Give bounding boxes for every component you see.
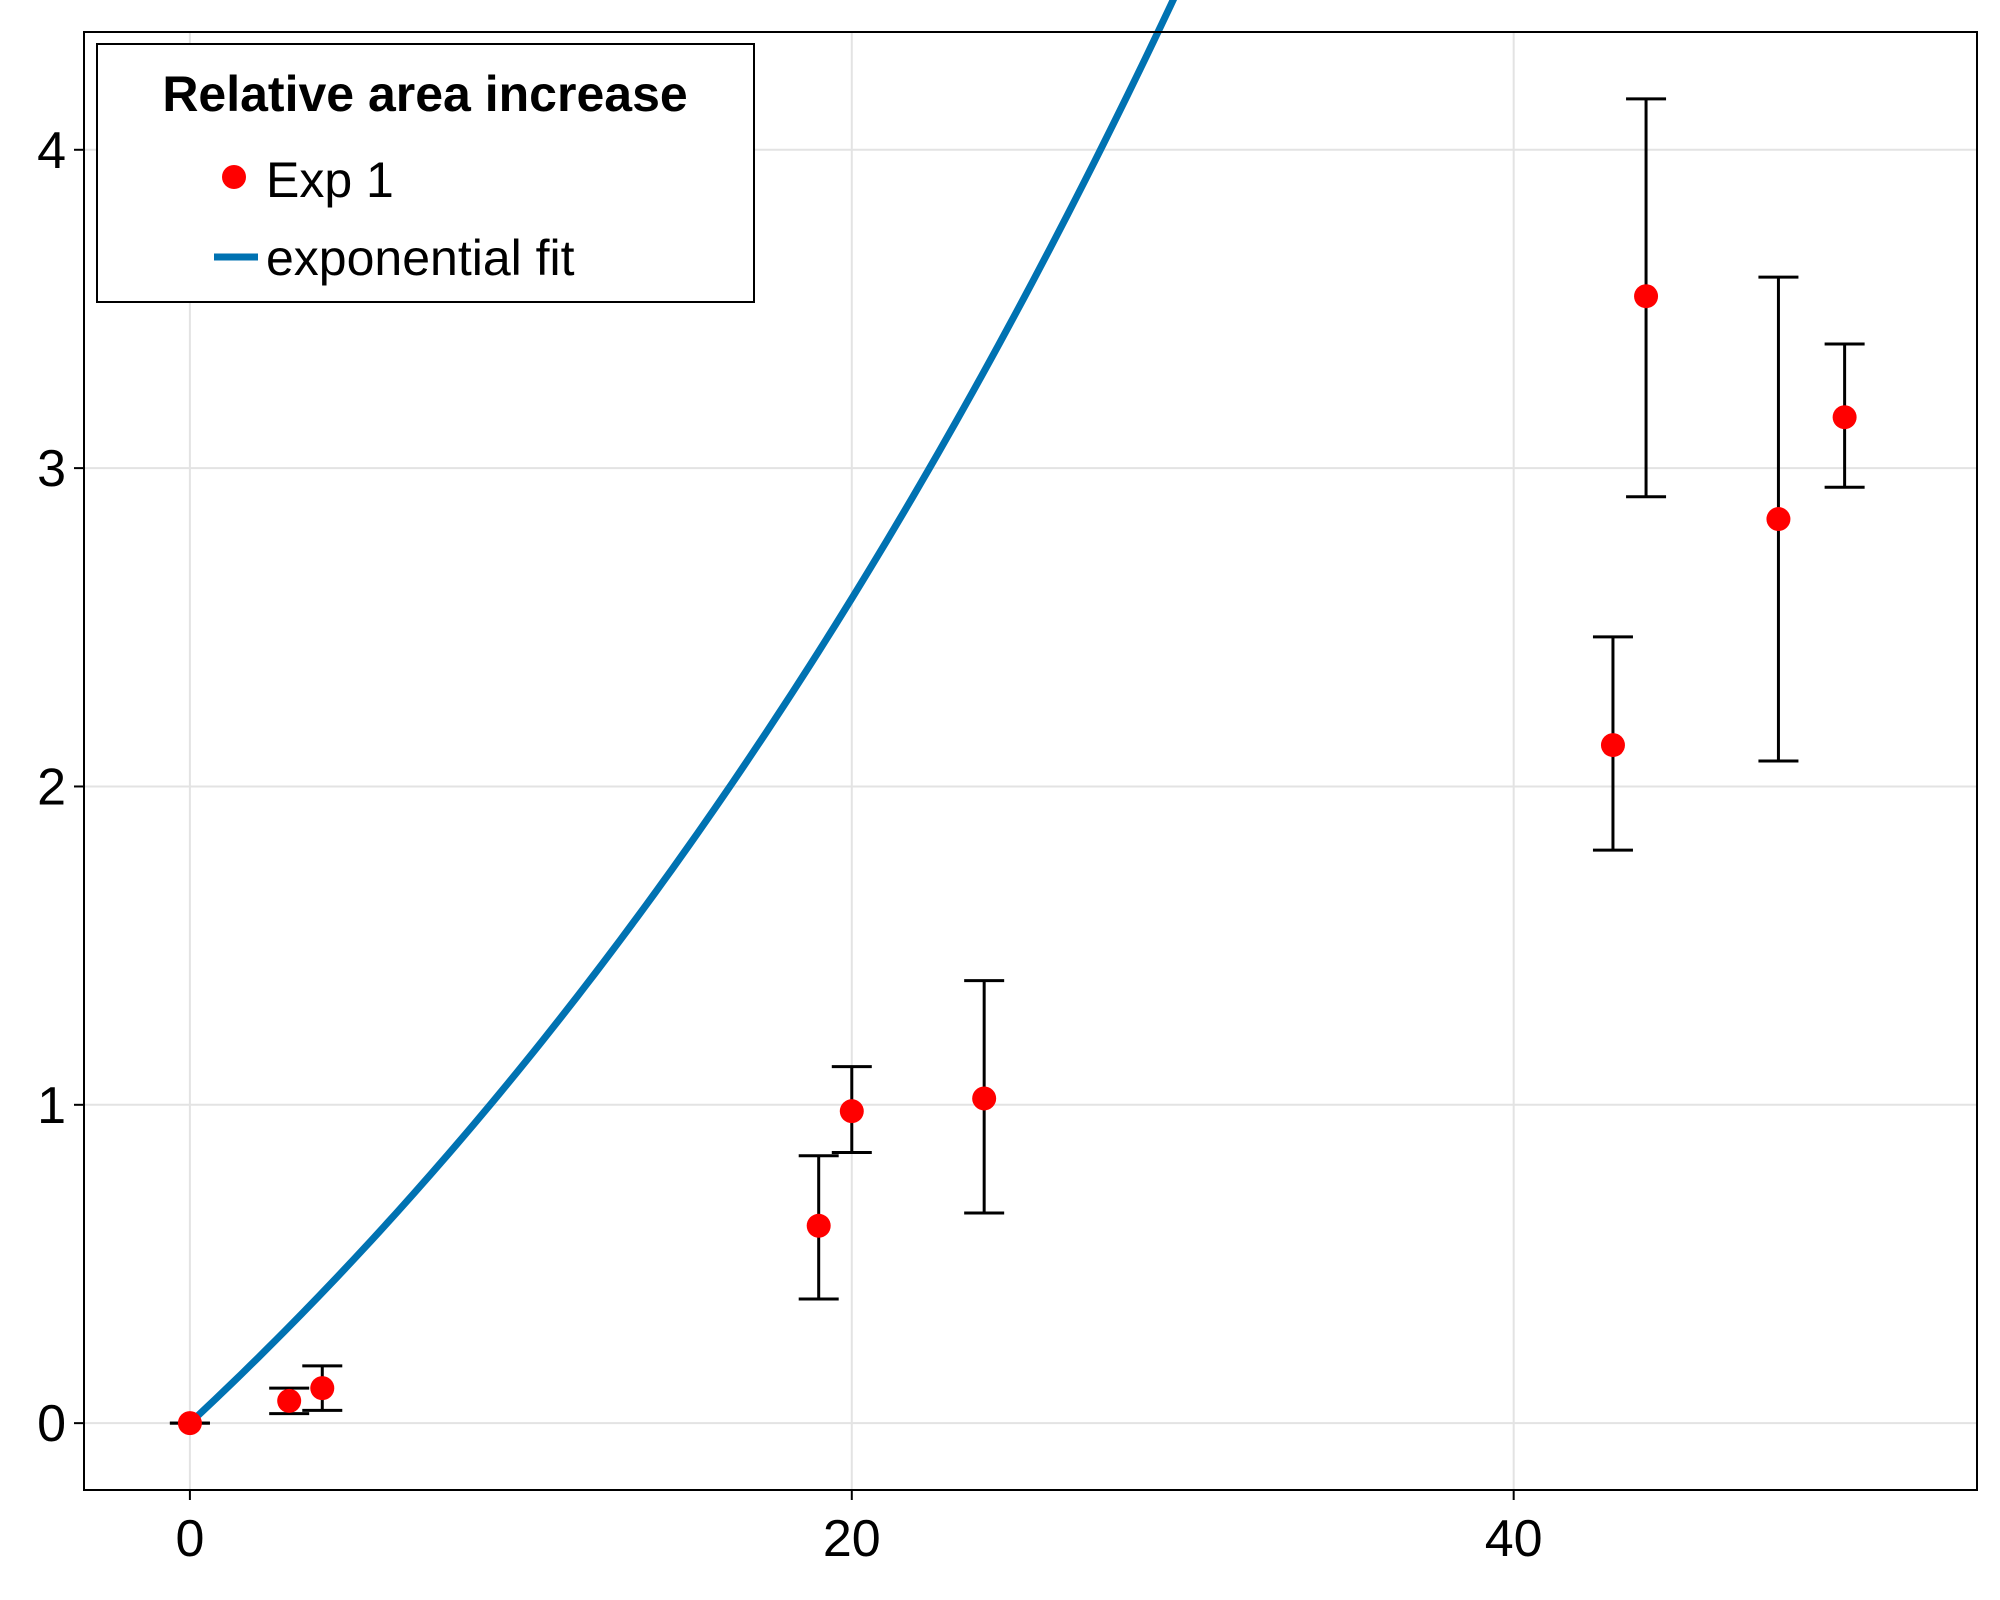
data-points	[177, 284, 1857, 1436]
legend-label-exponential-fit: exponential fit	[266, 230, 575, 286]
legend-title: Relative area increase	[162, 66, 687, 122]
legend-marker-exp-1	[222, 165, 246, 189]
x-tick-label-20: 20	[823, 1510, 881, 1568]
y-tick-label-1: 1	[37, 1077, 66, 1135]
data-point-4	[839, 1099, 864, 1124]
data-point-3	[806, 1213, 831, 1238]
data-point-9	[1832, 405, 1857, 430]
data-point-6	[1600, 733, 1625, 758]
x-axis-ticks: 0 20 40	[175, 1490, 1543, 1568]
data-point-1	[277, 1388, 302, 1413]
legend-label-exp-1: Exp 1	[266, 152, 394, 208]
data-point-0	[177, 1411, 202, 1436]
legend-box	[96, 43, 755, 303]
data-point-2	[310, 1376, 335, 1401]
y-tick-label-2: 2	[37, 758, 66, 816]
data-point-8	[1766, 507, 1791, 532]
gridlines	[84, 32, 1977, 1490]
y-tick-label-3: 3	[37, 440, 66, 498]
fit-line-layer	[187, 0, 1178, 1426]
y-tick-label-4: 4	[37, 122, 66, 180]
legend: Relative area increase Exp 1 exponential…	[96, 43, 755, 303]
x-tick-label-0: 0	[175, 1510, 204, 1568]
plot-frame	[83, 31, 1978, 1491]
y-tick-label-0: 0	[37, 1395, 66, 1453]
x-tick-label-40: 40	[1485, 1510, 1543, 1568]
y-axis-ticks: 0 1 2 3 4	[37, 122, 84, 1453]
exponential-fit-line	[187, 0, 1178, 1426]
data-point-5	[972, 1086, 997, 1111]
data-point-7	[1634, 284, 1659, 309]
